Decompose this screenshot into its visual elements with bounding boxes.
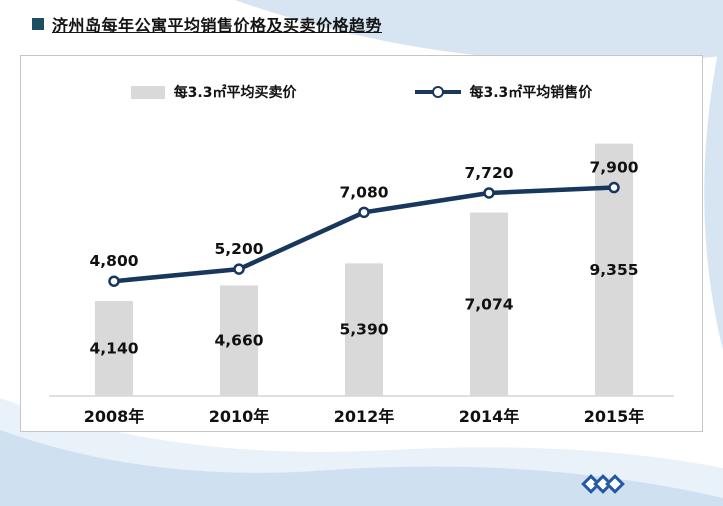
- title-row: 济州岛每年公寓平均销售价格及买卖价格趋势: [32, 12, 382, 36]
- line-swatch-icon: [414, 86, 461, 98]
- price-chart: 4,140 2008年 4,660 2010年 5,390 2012年 7,074 2014年…: [49, 143, 674, 426]
- line-value-label: 7,720: [464, 164, 513, 182]
- category-label: 2012年: [334, 407, 395, 426]
- bar-value-label: 9,355: [589, 261, 638, 279]
- page-title: 济州岛每年公寓平均销售价格及买卖价格趋势: [52, 16, 383, 35]
- bar-value-label: 4,140: [89, 340, 138, 358]
- category-label: 2015年: [584, 407, 645, 426]
- bar: [470, 212, 508, 396]
- line-marker: [233, 263, 245, 275]
- bar: [220, 285, 258, 396]
- line-marker: [358, 206, 370, 219]
- line-marker: [483, 187, 495, 199]
- bar: [345, 263, 383, 396]
- line-value-label: 7,900: [589, 159, 638, 177]
- title-bullet-icon: [32, 18, 44, 30]
- chart-panel: 每3.3㎡平均买卖价 每3.3㎡平均销售价 4,140 2008年 4,660 201…: [20, 55, 703, 432]
- bar-value-label: 7,074: [464, 295, 513, 313]
- category-label: 2014年: [459, 407, 520, 426]
- category-label: 2010年: [209, 407, 270, 426]
- line-value-label: 7,080: [339, 183, 388, 201]
- legend-line-label: 每3.3㎡平均销售价: [469, 85, 593, 101]
- diamonds-icon: [581, 474, 625, 494]
- line-marker: [108, 275, 120, 287]
- bar-value-label: 4,660: [214, 332, 263, 350]
- bar-value-label: 5,390: [339, 321, 388, 339]
- category-label: 2008年: [84, 407, 145, 426]
- line-value-label: 4,800: [89, 252, 138, 270]
- bar: [95, 301, 133, 396]
- line-marker: [608, 181, 620, 194]
- legend-bar-label: 每3.3㎡平均买卖价: [173, 85, 297, 101]
- legend-item-line: 每3.3㎡平均销售价: [414, 82, 593, 102]
- line-marker-icon: [431, 86, 444, 98]
- chart-legend: 每3.3㎡平均买卖价 每3.3㎡平均销售价: [21, 82, 702, 102]
- bar-swatch-icon: [130, 85, 165, 99]
- line-value-label: 5,200: [214, 240, 263, 258]
- legend-item-bar: 每3.3㎡平均买卖价: [130, 82, 297, 102]
